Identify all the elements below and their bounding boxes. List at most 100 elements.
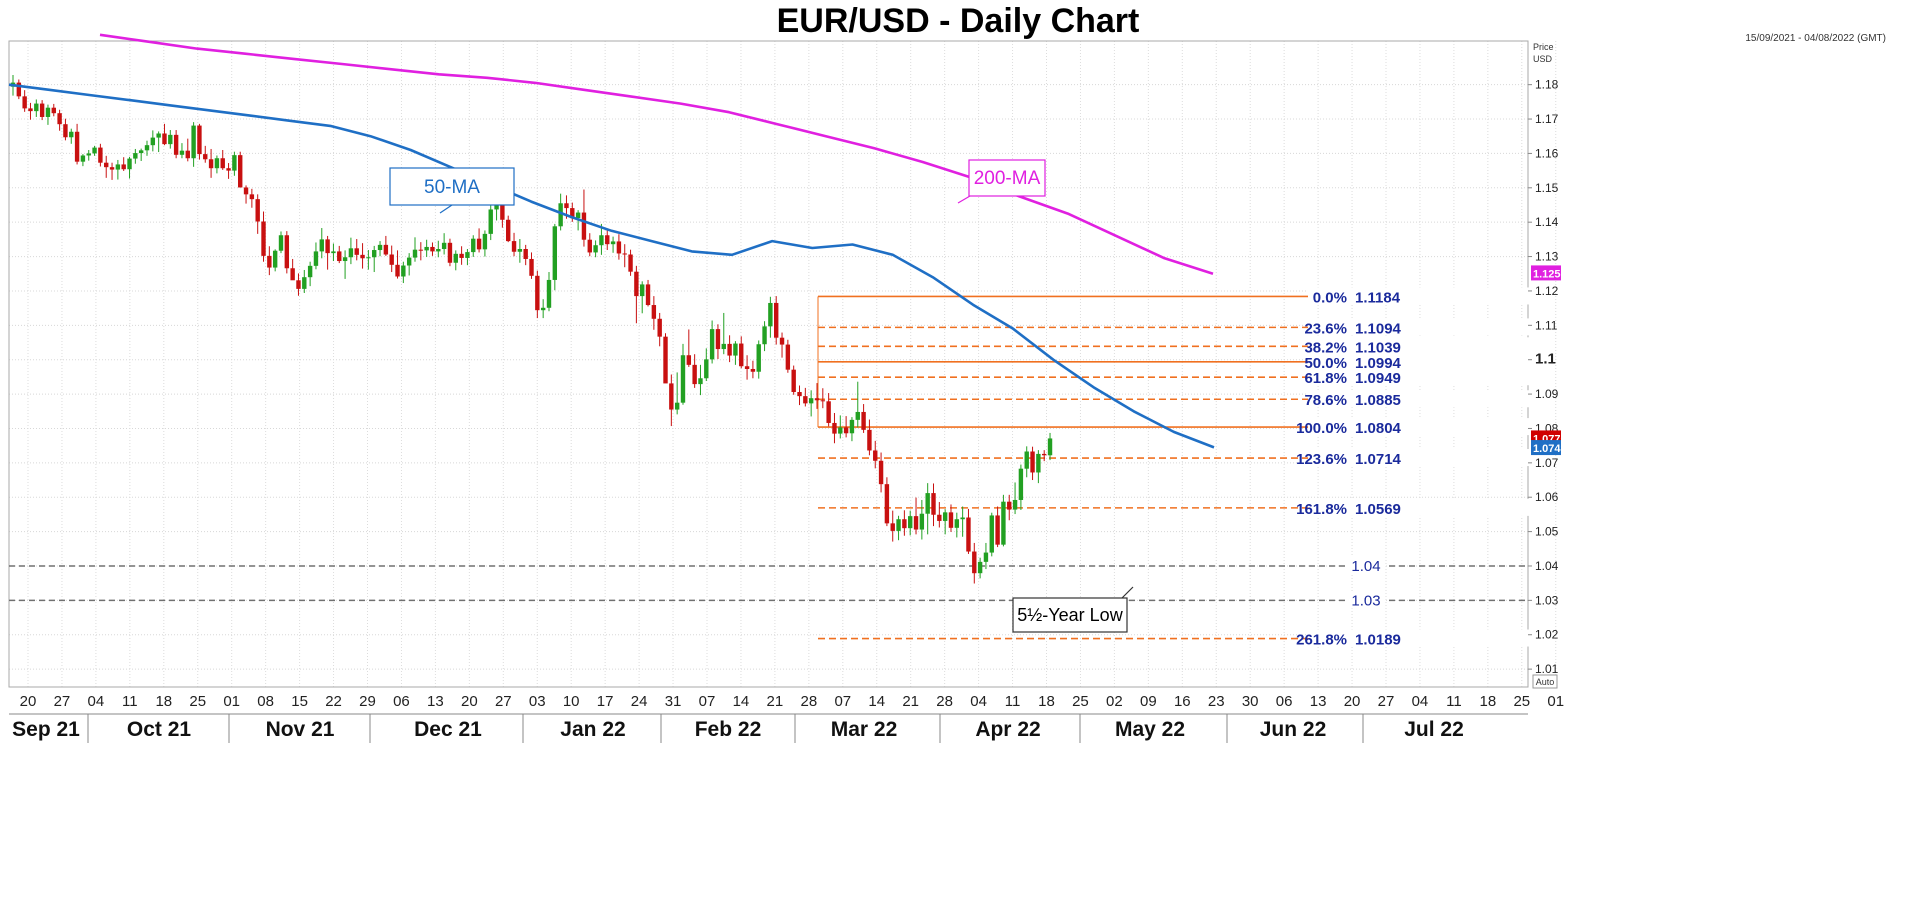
x-day-label: 25 bbox=[189, 693, 206, 710]
x-day-label: 10 bbox=[563, 693, 580, 710]
candle-body bbox=[715, 329, 721, 350]
x-month-label: Jul 22 bbox=[1404, 718, 1464, 741]
x-day-label: 01 bbox=[1547, 693, 1564, 710]
candle-body bbox=[255, 199, 260, 222]
fibonacci-levels: 0.0% 1.1184 23.6% 1.1094 38.2% 1.1039 50.0% 1.0… bbox=[9, 287, 1530, 649]
y-tick-label: 1.06 bbox=[1535, 490, 1559, 504]
candle-body bbox=[843, 427, 849, 434]
candle-body bbox=[86, 153, 91, 156]
candle-body bbox=[232, 155, 237, 171]
candle-body bbox=[832, 422, 837, 434]
x-day-label: 29 bbox=[359, 693, 376, 710]
candle-body bbox=[948, 512, 954, 528]
candle-body bbox=[28, 108, 33, 112]
x-day-label: 28 bbox=[801, 693, 818, 710]
candle-body bbox=[902, 519, 907, 529]
candle-body bbox=[261, 221, 266, 256]
candle-body bbox=[337, 251, 342, 262]
candle-body bbox=[960, 517, 965, 520]
x-day-label: 18 bbox=[1480, 693, 1497, 710]
fib-label-bg bbox=[1308, 352, 1530, 370]
x-day-label: 11 bbox=[1446, 693, 1462, 710]
y-tick-label: 1.03 bbox=[1535, 593, 1559, 607]
candle-body bbox=[878, 460, 884, 485]
candle-body bbox=[127, 158, 132, 170]
y-tick-label: 1.12 bbox=[1535, 284, 1559, 298]
fib-level-percent: 0.0% bbox=[1313, 289, 1347, 306]
x-month-label: Feb 22 bbox=[695, 718, 762, 741]
candle-body bbox=[931, 493, 936, 515]
price-axis-label: Price bbox=[1533, 42, 1554, 52]
candle-body bbox=[302, 277, 307, 289]
low-callout-line bbox=[1121, 586, 1134, 599]
y-tick-label: 1.17 bbox=[1535, 112, 1559, 126]
fib-level-price: 1.0804 bbox=[1355, 420, 1402, 437]
candle-body bbox=[808, 398, 814, 404]
candle-body bbox=[797, 392, 802, 397]
x-day-label: 20 bbox=[20, 693, 37, 710]
candle-body bbox=[372, 250, 377, 258]
fib-level-percent: 123.6% bbox=[1296, 451, 1347, 468]
fib-level-percent: 50.0% bbox=[1304, 355, 1347, 372]
date-range-label: 15/09/2021 - 04/08/2022 (GMT) bbox=[1745, 33, 1886, 44]
candle-body bbox=[179, 150, 185, 155]
y-tick-label: 1.13 bbox=[1535, 250, 1559, 264]
fib-level-price: 1.0714 bbox=[1355, 451, 1402, 468]
y-tick-label: 1.01 bbox=[1535, 662, 1559, 676]
candle-body bbox=[599, 235, 604, 246]
x-day-label: 03 bbox=[529, 693, 546, 710]
y-tick-label: 1.09 bbox=[1535, 387, 1559, 401]
candle-body bbox=[972, 551, 977, 574]
x-month-label: Jun 22 bbox=[1260, 718, 1327, 741]
x-day-label: 25 bbox=[1072, 693, 1089, 710]
fib-level-percent: 23.6% bbox=[1304, 320, 1347, 337]
candle-body bbox=[645, 284, 651, 306]
fib-level-percent: 78.6% bbox=[1304, 392, 1347, 409]
candle-body bbox=[272, 250, 278, 268]
x-day-label: 28 bbox=[936, 693, 953, 710]
fib-level-price: 1.0994 bbox=[1355, 355, 1402, 372]
candle-body bbox=[517, 248, 523, 252]
candle-body bbox=[465, 252, 470, 258]
annotations: 50-MA 200-MA 5½-Year Low bbox=[389, 159, 1134, 633]
candle-body bbox=[744, 366, 750, 369]
candle-body bbox=[1042, 453, 1047, 456]
candle-body bbox=[774, 302, 779, 338]
x-day-label: 04 bbox=[970, 693, 987, 710]
candle-body bbox=[471, 238, 476, 253]
y-tick-label: 1.16 bbox=[1535, 146, 1559, 160]
candle-body bbox=[995, 515, 1000, 545]
x-day-label: 15 bbox=[291, 693, 308, 710]
candle-body bbox=[325, 239, 330, 254]
candle-body bbox=[750, 368, 756, 372]
ma50-line bbox=[8, 83, 1215, 449]
x-day-label: 14 bbox=[733, 693, 750, 710]
x-day-label: 06 bbox=[1276, 693, 1293, 710]
x-day-label: 18 bbox=[1038, 693, 1055, 710]
ma50-callout-line bbox=[439, 204, 453, 214]
candle-body bbox=[191, 125, 196, 159]
support-label-bg bbox=[1345, 591, 1385, 609]
candle-body bbox=[692, 364, 697, 385]
candle-body bbox=[628, 254, 633, 272]
x-day-label: 14 bbox=[868, 693, 885, 710]
candle-body bbox=[663, 336, 668, 384]
candle-body bbox=[564, 203, 569, 209]
candle-body bbox=[820, 400, 826, 402]
candle-body bbox=[1018, 468, 1024, 500]
x-day-label: 30 bbox=[1242, 693, 1259, 710]
low-callout-box bbox=[1012, 597, 1128, 633]
x-day-label: 18 bbox=[155, 693, 172, 710]
ma200-callout-line bbox=[957, 195, 971, 204]
candle-body bbox=[1036, 453, 1041, 473]
fib-level-price: 1.1039 bbox=[1355, 339, 1401, 356]
fib-level-price: 1.0949 bbox=[1355, 370, 1401, 387]
auto-scale-button[interactable] bbox=[1532, 674, 1558, 689]
candle-body bbox=[785, 344, 791, 370]
fib-label-bg bbox=[1308, 418, 1530, 436]
candle-body bbox=[587, 239, 592, 253]
fib-label-bg bbox=[1308, 449, 1530, 467]
candle-body bbox=[348, 248, 354, 258]
candle-body bbox=[942, 512, 948, 521]
